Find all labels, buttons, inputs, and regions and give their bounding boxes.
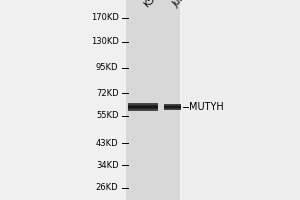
- Text: MUTYH: MUTYH: [189, 102, 224, 112]
- Text: 72KD: 72KD: [96, 88, 118, 98]
- Text: 55KD: 55KD: [96, 112, 118, 120]
- Text: 95KD: 95KD: [96, 64, 118, 72]
- Text: 43KD: 43KD: [96, 138, 118, 148]
- Bar: [128, 105, 158, 106]
- Bar: [128, 104, 158, 105]
- Bar: [164, 107, 181, 108]
- Bar: [128, 108, 158, 109]
- Bar: [128, 109, 158, 110]
- Bar: [164, 104, 181, 105]
- Text: K562: K562: [142, 0, 164, 9]
- Bar: [126, 0, 180, 200]
- Text: Jurkat: Jurkat: [172, 0, 197, 9]
- Bar: [164, 106, 181, 107]
- Text: 170KD: 170KD: [91, 14, 118, 22]
- Bar: [164, 105, 181, 106]
- Bar: [128, 106, 158, 107]
- Bar: [128, 107, 158, 108]
- Bar: [128, 110, 158, 111]
- Text: 34KD: 34KD: [96, 160, 118, 170]
- Text: 26KD: 26KD: [96, 184, 118, 192]
- Bar: [164, 108, 181, 109]
- Bar: [164, 109, 181, 110]
- Text: 130KD: 130KD: [91, 38, 118, 46]
- Bar: [182, 0, 300, 200]
- Bar: [128, 103, 158, 104]
